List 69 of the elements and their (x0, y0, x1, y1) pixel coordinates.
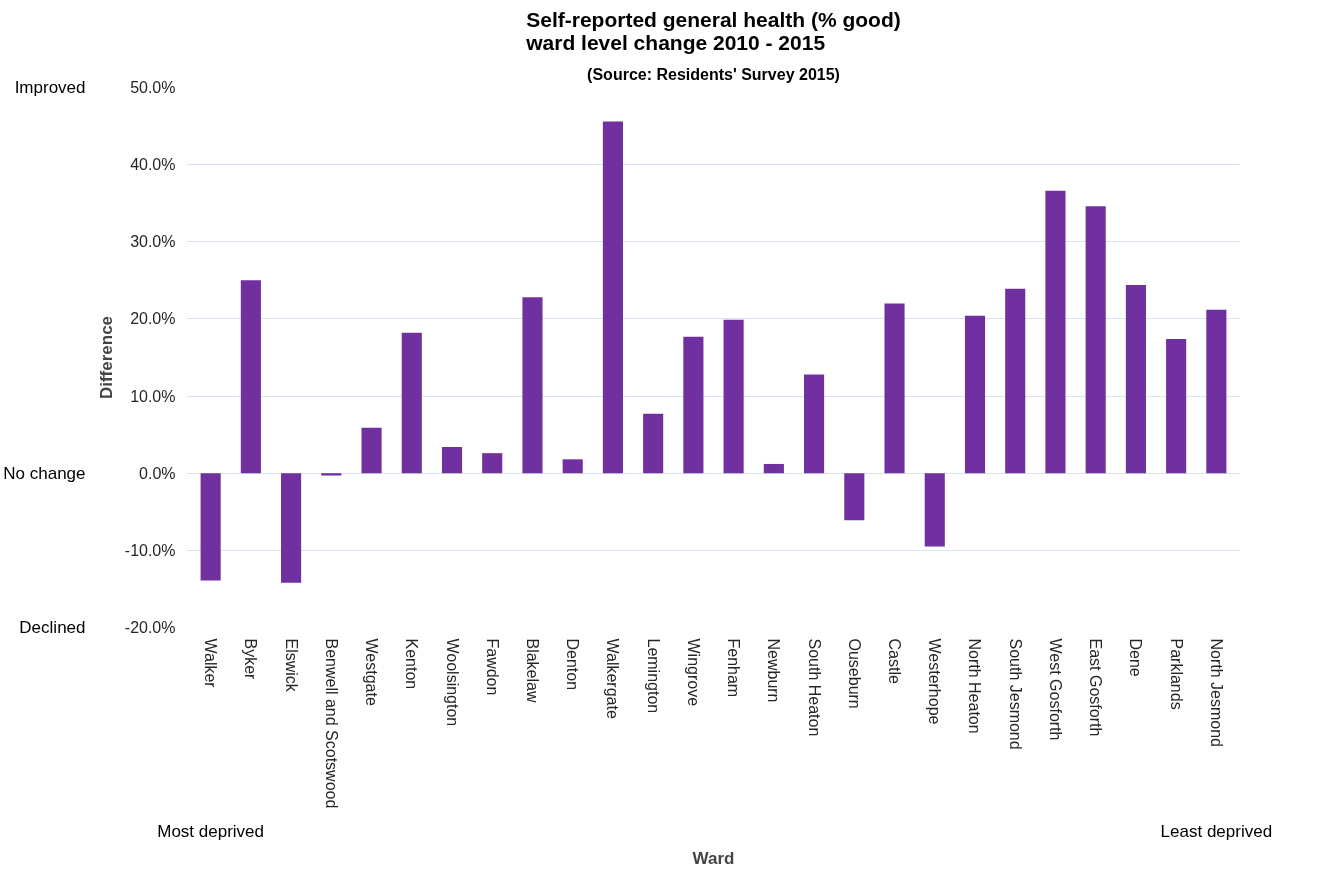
text: No change (3, 463, 86, 483)
chart-subtitle: (Source: Residents' Survey 2015) (587, 65, 840, 83)
bar (441, 446, 463, 474)
y-tick-label: 10.0% (130, 387, 176, 405)
x-tick-label: Fawdon (483, 638, 501, 696)
y-tick-label: 0.0% (139, 464, 176, 482)
bar (482, 453, 503, 474)
bar (643, 413, 664, 474)
x-tick-label: Castle (886, 638, 904, 684)
x-tick-label: Woolsington (443, 638, 461, 727)
bar (200, 473, 221, 581)
y-tick-label: 30.0% (130, 233, 176, 251)
bar (1206, 309, 1227, 474)
bar (884, 303, 905, 474)
bar (281, 473, 302, 583)
bar (763, 463, 784, 474)
x-tick-label: Walkergate (604, 638, 622, 719)
bar (522, 297, 543, 474)
bar (964, 315, 986, 474)
bar (924, 473, 945, 547)
x-tick-label: Benwell and Scotswood (322, 638, 340, 809)
x-tick-label: Walker (202, 638, 220, 689)
bar (683, 336, 704, 474)
x-tick-label: East Gosforth (1087, 638, 1105, 737)
y-tick-label: 50.0% (130, 79, 176, 96)
x-tick-label: West Gosforth (1046, 638, 1064, 741)
text: Least deprived (1160, 821, 1273, 841)
bar (844, 473, 865, 521)
x-tick-label: Fenham (725, 638, 743, 698)
y-axis-title: Difference (96, 315, 116, 400)
bar (321, 473, 342, 476)
text: Declined (19, 618, 86, 637)
y-tick-label: 40.0% (130, 156, 176, 174)
bar (1085, 206, 1106, 474)
bar (401, 332, 422, 474)
bar (1125, 284, 1146, 474)
bar (723, 319, 744, 474)
y-tick-label: 20.0% (130, 310, 176, 328)
x-tick-label: South Jesmond (1006, 638, 1024, 750)
x-tick-label: Denton (564, 638, 582, 691)
bar (361, 427, 382, 474)
x-tick-label: Westerhope (926, 638, 944, 725)
x-tick-label: Westgate (363, 638, 381, 706)
y-tick-label: -10.0% (124, 541, 176, 559)
bar (562, 459, 583, 474)
bar (1166, 338, 1187, 474)
x-tick-label: Newburn (765, 638, 783, 703)
x-tick-label: North Heaton (966, 638, 984, 734)
bar (1045, 190, 1066, 474)
y-tick-label: -20.0% (124, 619, 176, 636)
bar (1005, 288, 1026, 474)
chart-title: Self-reported general health (% good) ward level change 2010 - 2015 (525, 7, 901, 54)
x-tick-label: North Jesmond (1207, 638, 1225, 747)
x-axis-title: Ward (692, 848, 735, 868)
text: Improved (14, 78, 86, 97)
x-tick-label: Elswick (282, 638, 300, 693)
x-tick-label: Byker (242, 638, 260, 681)
x-tick-label: Kenton (403, 638, 421, 690)
x-tick-label: Wingrove (684, 638, 702, 707)
bar (240, 280, 261, 474)
x-tick-label: Ouseburn (845, 638, 863, 709)
bar (804, 374, 825, 474)
x-tick-label: Parklands (1167, 638, 1185, 710)
text: Most deprived (157, 821, 265, 841)
bar (602, 121, 623, 474)
x-tick-label: Blakelaw (523, 638, 541, 703)
x-tick-label: Lemington (644, 638, 662, 714)
x-tick-label: Dene (1127, 638, 1145, 677)
x-tick-label: South Heaton (805, 638, 823, 737)
